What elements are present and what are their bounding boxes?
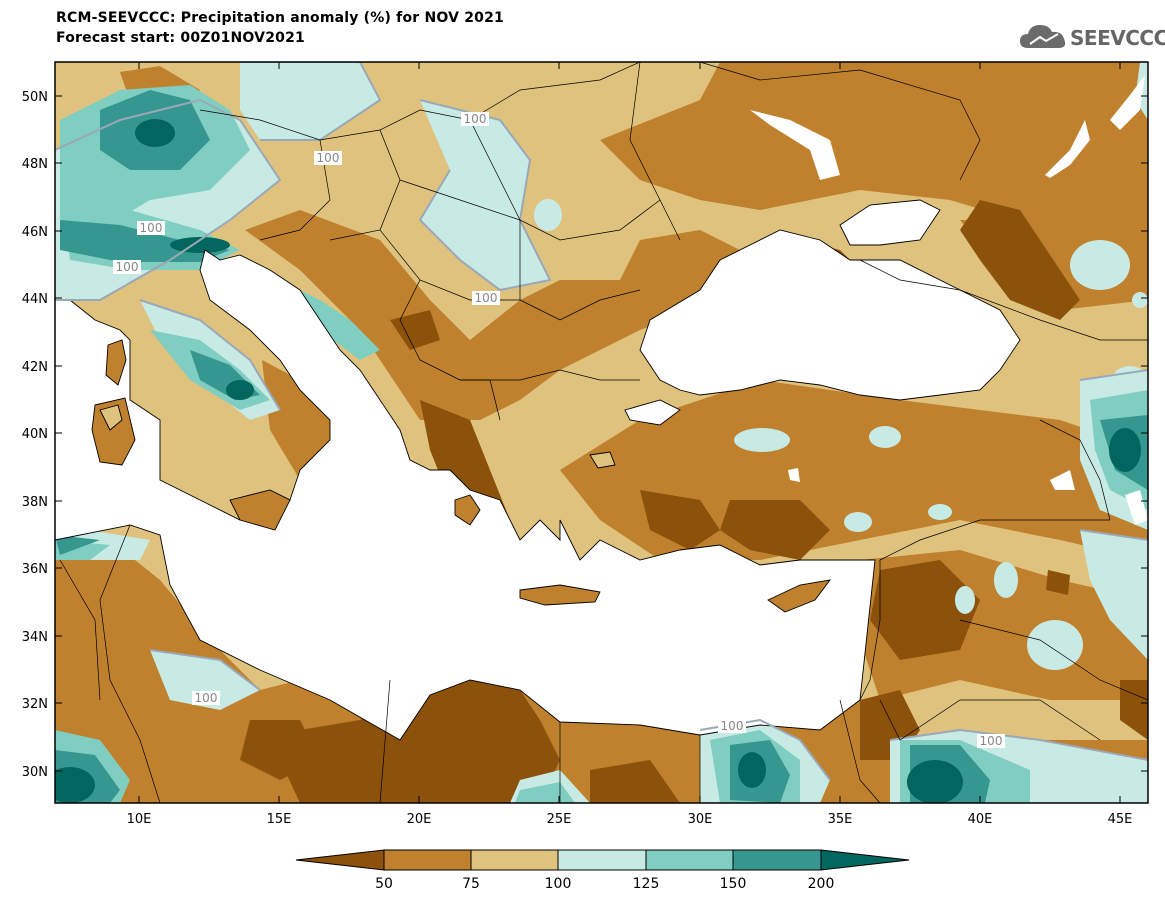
contour-label: 100	[113, 260, 141, 274]
svg-text:100: 100	[140, 221, 163, 235]
forecast-start: Forecast start: 00Z01NOV2021	[56, 30, 305, 46]
lon-label: 35E	[828, 812, 853, 827]
contour-labels: 100 100 100 100 100 100	[113, 112, 1005, 748]
lon-labels: 10E 15E 20E 25E 30E 35E 40E 45E	[127, 812, 1133, 827]
lon-label: 20E	[407, 812, 432, 827]
colorbar-bin	[645, 849, 734, 871]
lat-label: 32N	[22, 697, 48, 712]
contour-label: 100	[977, 734, 1005, 748]
lat-labels: 50N 48N 46N 44N 42N 40N 38N 36N 34N 32N …	[22, 90, 48, 780]
lon-label: 40E	[968, 812, 993, 827]
colorbar-bin	[295, 849, 385, 871]
contour-label: 100	[718, 719, 746, 733]
lat-label: 48N	[22, 157, 48, 172]
colorbar-bin	[732, 849, 822, 871]
colorbar-bin	[820, 849, 910, 871]
lon-label: 45E	[1108, 812, 1133, 827]
lon-label: 25E	[547, 812, 572, 827]
colorbar-label: 75	[462, 876, 480, 892]
seevccc-logo: SEEVCCC	[1018, 20, 1165, 60]
lat-ticks	[55, 95, 1148, 772]
cloud-icon	[1020, 25, 1066, 48]
svg-text:100: 100	[721, 719, 744, 733]
lat-label: 50N	[22, 90, 48, 105]
lat-label: 38N	[22, 495, 48, 510]
lat-label: 44N	[22, 292, 48, 307]
contour-label: 100	[461, 112, 489, 126]
contour-label: 100	[137, 221, 165, 235]
lon-ticks	[138, 62, 1121, 803]
map-title: RCM-SEEVCCC: Precipitation anomaly (%) f…	[56, 10, 504, 26]
logo-text: SEEVCCC	[1070, 26, 1165, 50]
svg-text:100: 100	[317, 151, 340, 165]
colorbar	[295, 849, 910, 871]
lon-label: 30E	[688, 812, 713, 827]
colorbar-label: 50	[375, 876, 393, 892]
colorbar-label: 200	[808, 876, 835, 892]
colorbar-label: 150	[720, 876, 747, 892]
anomaly-field: 100 100 100 100 100 100	[55, 62, 1148, 803]
colorbar-bin	[470, 849, 559, 871]
colorbar-labels: 50 75 100 125 150 200	[375, 876, 834, 892]
sea-mask	[55, 199, 1021, 741]
lat-label: 42N	[22, 360, 48, 375]
colorbar-label: 125	[633, 876, 660, 892]
svg-text:100: 100	[464, 112, 487, 126]
colorbar-label: 100	[545, 876, 572, 892]
svg-text:100: 100	[195, 691, 218, 705]
contour-label: 100	[192, 691, 220, 705]
lon-label: 10E	[127, 812, 152, 827]
colorbar-bin	[557, 849, 647, 871]
country-borders	[59, 62, 1148, 803]
lat-label: 40N	[22, 427, 48, 442]
lat-label: 30N	[22, 765, 48, 780]
lat-label: 34N	[22, 630, 48, 645]
contour-label: 100	[472, 291, 500, 305]
lat-label: 36N	[22, 562, 48, 577]
lat-label: 46N	[22, 225, 48, 240]
colorbar-bin	[383, 849, 472, 871]
svg-text:100: 100	[980, 734, 1003, 748]
svg-text:100: 100	[475, 291, 498, 305]
contour-label: 100	[314, 151, 342, 165]
svg-text:100: 100	[116, 260, 139, 274]
lon-label: 15E	[267, 812, 292, 827]
